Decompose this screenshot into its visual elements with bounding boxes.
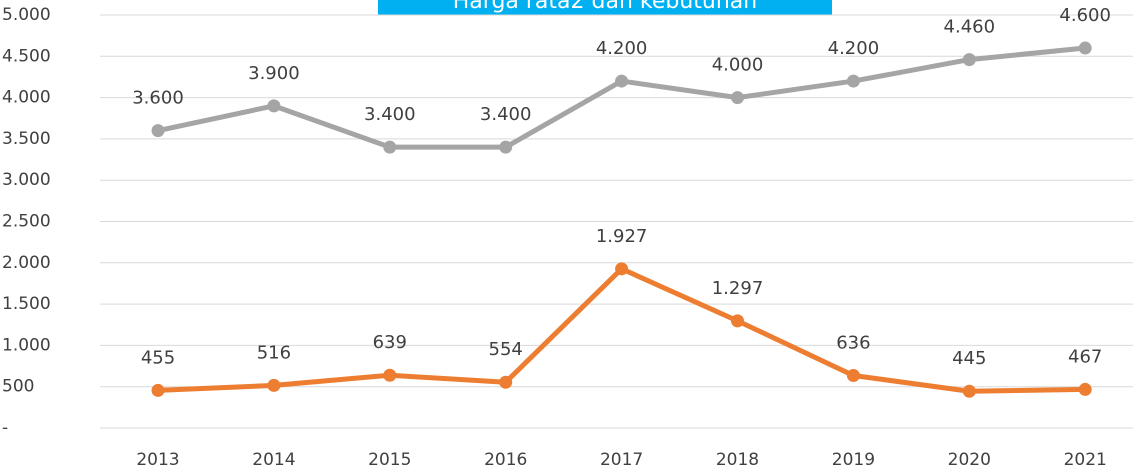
data-label: 3.400 bbox=[364, 104, 416, 125]
chart-title: Harga rata2 dan kebutuhan bbox=[453, 0, 757, 14]
point bbox=[151, 383, 165, 397]
point bbox=[499, 375, 513, 389]
x-tick-label: 2015 bbox=[368, 450, 411, 470]
data-label: 4.000 bbox=[712, 55, 764, 76]
data-label: 1.927 bbox=[596, 226, 648, 247]
data-label: 4.200 bbox=[828, 38, 880, 59]
data-label: 455 bbox=[141, 347, 175, 368]
y-tick-label: 3.500 bbox=[2, 129, 51, 149]
y-tick-label: - bbox=[2, 418, 8, 438]
data-label: 639 bbox=[373, 332, 407, 353]
point bbox=[1078, 382, 1092, 396]
data-label: 445 bbox=[952, 348, 986, 369]
data-label: 4.460 bbox=[944, 17, 996, 38]
point bbox=[846, 74, 860, 88]
x-tick-label: 2017 bbox=[600, 450, 643, 470]
title-box bbox=[378, 0, 832, 15]
point bbox=[383, 368, 397, 382]
y-tick-label: 2.500 bbox=[2, 212, 51, 232]
x-tick-label: 2016 bbox=[484, 450, 527, 470]
point bbox=[615, 74, 629, 88]
x-tick-label: 2020 bbox=[948, 450, 991, 470]
data-label: 3.900 bbox=[248, 63, 300, 84]
y-tick-label: 500 bbox=[2, 377, 34, 397]
point bbox=[267, 378, 281, 392]
data-label: 467 bbox=[1068, 346, 1102, 367]
data-label: 1.297 bbox=[712, 278, 764, 299]
data-label: 554 bbox=[489, 339, 523, 360]
data-label: 636 bbox=[836, 332, 870, 353]
series-line bbox=[157, 266, 1086, 394]
point bbox=[962, 384, 976, 398]
y-tick-label: 1.500 bbox=[2, 294, 51, 314]
data-label: 4.200 bbox=[596, 38, 648, 59]
y-tick-label: 1.000 bbox=[2, 335, 51, 355]
x-tick-label: 2013 bbox=[136, 450, 179, 470]
point bbox=[383, 140, 397, 154]
y-tick-label: 5.000 bbox=[2, 5, 51, 25]
point bbox=[731, 91, 744, 105]
point bbox=[151, 124, 165, 138]
data-label: 4.600 bbox=[1059, 5, 1111, 26]
point bbox=[267, 99, 281, 113]
data-label: 3.600 bbox=[132, 88, 184, 109]
y-tick-label: 2.000 bbox=[2, 253, 51, 273]
x-tick-label: 2019 bbox=[832, 450, 875, 470]
x-tick-label: 2018 bbox=[716, 450, 759, 470]
y-tick-label: 4.500 bbox=[2, 46, 51, 66]
point bbox=[962, 53, 976, 67]
y-tick-label: 3.000 bbox=[2, 170, 51, 190]
data-label: 3.400 bbox=[480, 104, 532, 125]
point bbox=[615, 262, 629, 276]
point bbox=[499, 140, 513, 154]
point bbox=[846, 368, 860, 382]
point bbox=[731, 314, 744, 328]
point bbox=[1078, 41, 1092, 55]
x-tick-label: 2014 bbox=[252, 450, 295, 470]
y-tick-label: 4.000 bbox=[2, 88, 51, 108]
x-tick-label: 2021 bbox=[1064, 450, 1107, 470]
data-label: 516 bbox=[257, 342, 291, 363]
